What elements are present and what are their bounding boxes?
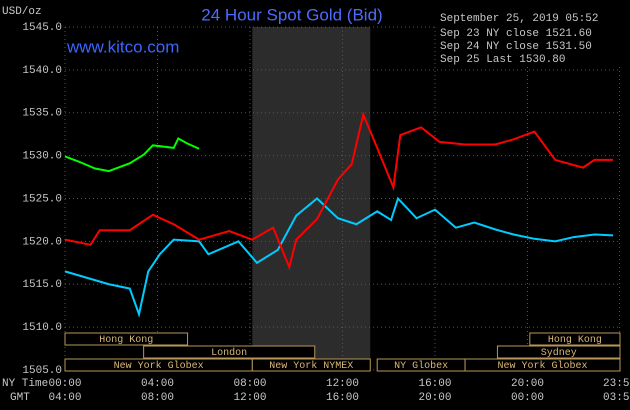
session-box <box>251 358 371 372</box>
plot-area <box>64 26 621 371</box>
session-label: New York NYMEX <box>269 360 353 372</box>
x-tick-label: 16:00 <box>418 378 451 390</box>
y-tick-label: 1520.0 <box>22 236 62 248</box>
y-tick-label: 1535.0 <box>22 108 62 120</box>
session-label: NY Globex <box>394 360 448 372</box>
x-tick-label: 08:00 <box>233 378 266 390</box>
y-axis-label: USD/oz <box>2 6 42 18</box>
x2-tick-label: 04:00 <box>48 392 81 404</box>
x2-axis-label: GMT <box>10 392 30 404</box>
x2-tick-label: 03:59 <box>603 392 630 404</box>
session-label: New York Globex <box>114 360 204 372</box>
legend-entry: Sep 24 NY close 1531.50 <box>440 41 592 53</box>
series-line <box>64 111 614 271</box>
x-tick-label: 12:00 <box>326 378 359 390</box>
series-line <box>64 137 200 173</box>
y-tick-label: 1515.0 <box>22 279 62 291</box>
x-tick-label: 04:00 <box>141 378 174 390</box>
y-tick-label: 1505.0 <box>22 365 62 377</box>
timestamp: September 25, 2019 05:52 <box>440 13 598 25</box>
session-label: London <box>211 347 247 359</box>
session-box <box>529 332 621 346</box>
session-shade <box>252 27 371 370</box>
chart-title: 24 Hour Spot Gold (Bid) <box>201 5 382 24</box>
x2-tick-label: 12:00 <box>233 392 266 404</box>
x2-tick-label: 20:00 <box>418 392 451 404</box>
x-axis-label: NY Time <box>2 378 48 390</box>
x-tick-label: 00:00 <box>48 378 81 390</box>
site-url: www.kitco.com <box>66 37 179 56</box>
legend-entry: Sep 23 NY close 1521.60 <box>440 28 592 40</box>
legend-entry: Sep 25 Last 1530.80 <box>440 54 565 66</box>
session-box <box>464 358 621 372</box>
session-label: Sydney <box>541 347 577 359</box>
x2-tick-label: 16:00 <box>326 392 359 404</box>
session-box <box>64 332 189 346</box>
session-label: New York Globex <box>498 360 588 372</box>
x-tick-label: 23:59 <box>603 378 630 390</box>
session-label: Hong Kong <box>548 335 602 346</box>
legend-box <box>437 9 627 67</box>
x-tick-label: 20:00 <box>511 378 544 390</box>
y-tick-label: 1530.0 <box>22 151 62 163</box>
x2-tick-label: 00:00 <box>511 392 544 404</box>
y-tick-label: 1510.0 <box>22 322 62 334</box>
session-box <box>496 345 621 359</box>
session-box <box>143 345 316 359</box>
y-tick-label: 1525.0 <box>22 193 62 205</box>
series-line <box>64 196 614 318</box>
y-tick-label: 1545.0 <box>22 22 62 34</box>
session-label: Hong Kong <box>99 335 153 346</box>
y-tick-label: 1540.0 <box>22 65 62 77</box>
x2-tick-label: 08:00 <box>141 392 174 404</box>
